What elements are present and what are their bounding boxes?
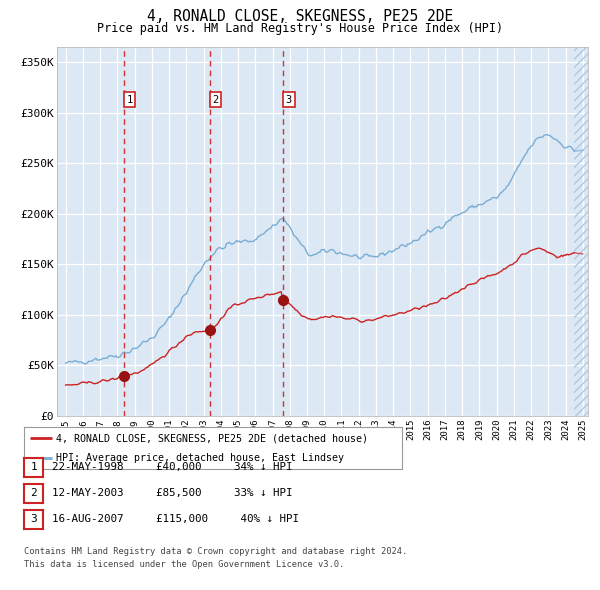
Text: This data is licensed under the Open Government Licence v3.0.: This data is licensed under the Open Gov… [24,560,344,569]
Bar [574,47,588,416]
Text: 1: 1 [30,463,37,472]
Text: 12-MAY-2003     £85,500     33% ↓ HPI: 12-MAY-2003 £85,500 33% ↓ HPI [52,489,293,498]
Text: Contains HM Land Registry data © Crown copyright and database right 2024.: Contains HM Land Registry data © Crown c… [24,547,407,556]
Text: HPI: Average price, detached house, East Lindsey: HPI: Average price, detached house, East… [56,454,344,463]
Text: 16-AUG-2007     £115,000     40% ↓ HPI: 16-AUG-2007 £115,000 40% ↓ HPI [52,514,299,524]
Text: 2: 2 [212,94,218,104]
Text: 2: 2 [30,489,37,498]
Text: 4, RONALD CLOSE, SKEGNESS, PE25 2DE: 4, RONALD CLOSE, SKEGNESS, PE25 2DE [147,9,453,24]
Text: 1: 1 [127,94,133,104]
Text: 22-MAY-1998     £40,000     34% ↓ HPI: 22-MAY-1998 £40,000 34% ↓ HPI [52,463,293,472]
Text: Price paid vs. HM Land Registry's House Price Index (HPI): Price paid vs. HM Land Registry's House … [97,22,503,35]
Text: 3: 3 [30,514,37,524]
Text: 4, RONALD CLOSE, SKEGNESS, PE25 2DE (detached house): 4, RONALD CLOSE, SKEGNESS, PE25 2DE (det… [56,433,368,443]
Text: 3: 3 [286,94,292,104]
Bar [574,47,588,416]
